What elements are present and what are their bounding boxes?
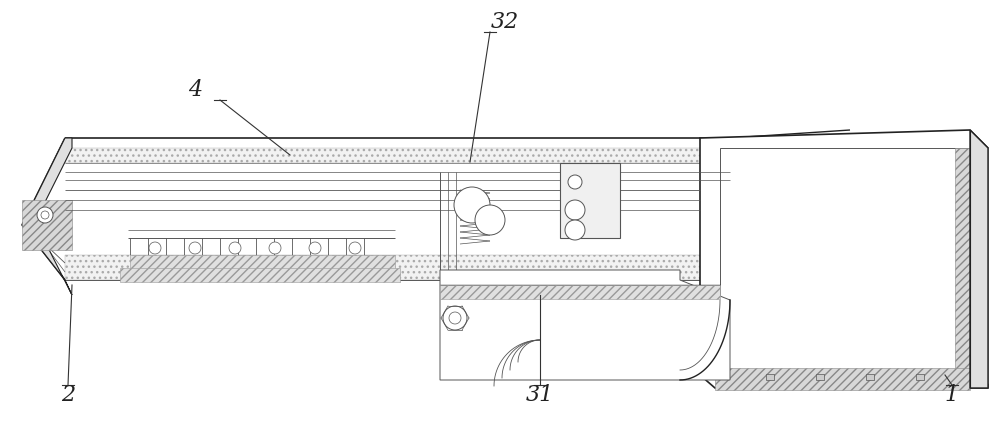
Circle shape: [149, 242, 161, 254]
Bar: [560, 163, 620, 238]
Circle shape: [565, 220, 585, 240]
Bar: [65, 255, 730, 280]
Circle shape: [349, 242, 361, 254]
Bar: [766, 374, 774, 380]
Text: 32: 32: [491, 11, 519, 33]
Bar: [916, 374, 924, 380]
Circle shape: [443, 306, 467, 330]
Polygon shape: [970, 130, 988, 388]
Text: 1: 1: [945, 384, 959, 406]
Bar: [22, 200, 72, 250]
Circle shape: [454, 187, 490, 223]
Polygon shape: [440, 270, 730, 380]
Circle shape: [41, 211, 49, 219]
Text: 31: 31: [526, 384, 554, 406]
Circle shape: [568, 175, 582, 189]
Bar: [816, 374, 824, 380]
Bar: [866, 374, 874, 380]
Bar: [440, 285, 720, 299]
Bar: [120, 268, 400, 282]
Polygon shape: [22, 138, 72, 295]
Circle shape: [37, 207, 53, 223]
Circle shape: [565, 200, 585, 220]
Text: 2: 2: [61, 384, 75, 406]
Bar: [955, 148, 988, 383]
Circle shape: [449, 312, 461, 324]
Bar: [730, 148, 848, 163]
Bar: [130, 255, 395, 273]
Circle shape: [189, 242, 201, 254]
Circle shape: [269, 242, 281, 254]
Bar: [720, 148, 968, 380]
Bar: [65, 148, 730, 163]
Circle shape: [475, 205, 505, 235]
Circle shape: [309, 242, 321, 254]
Bar: [715, 368, 970, 390]
Circle shape: [229, 242, 241, 254]
Polygon shape: [700, 130, 988, 388]
Text: 4: 4: [188, 79, 202, 101]
